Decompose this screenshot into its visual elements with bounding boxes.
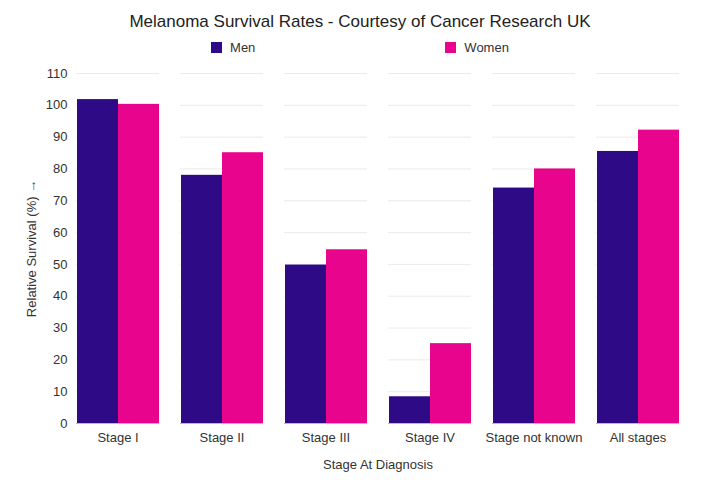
html-text:Melanoma Survival Rates - Cour: Melanoma Survival Rates - Courtesy of Ca… bbox=[129, 12, 591, 31]
svg-text:30: 30 bbox=[53, 320, 67, 335]
svg-text:Stage I: Stage I bbox=[97, 430, 138, 445]
svg-text:10: 10 bbox=[53, 384, 67, 399]
svg-text:90: 90 bbox=[53, 129, 67, 144]
svg-text:Stage At Diagnosis: Stage At Diagnosis bbox=[323, 457, 433, 472]
svg-text:Stage IV: Stage IV bbox=[405, 430, 455, 445]
svg-text:110: 110 bbox=[47, 66, 68, 81]
svg-text:0: 0 bbox=[60, 416, 67, 431]
html-text:Women: Women bbox=[464, 39, 509, 55]
svg-text:Relative Survival (%) →: Relative Survival (%) → bbox=[24, 180, 39, 317]
svg-text:Stage not known: Stage not known bbox=[486, 430, 583, 445]
svg-text:70: 70 bbox=[53, 193, 67, 208]
svg-text:40: 40 bbox=[53, 288, 67, 303]
svg-text:Stage III: Stage III bbox=[302, 430, 350, 445]
svg-text:100: 100 bbox=[46, 97, 68, 112]
svg-text:60: 60 bbox=[53, 225, 67, 240]
svg-text:50: 50 bbox=[53, 257, 67, 272]
svg-text:All stages: All stages bbox=[610, 430, 667, 445]
svg-text:Stage II: Stage II bbox=[200, 430, 245, 445]
svg-text:80: 80 bbox=[53, 161, 67, 176]
svg-text:20: 20 bbox=[53, 352, 67, 367]
html-text:Men: Men bbox=[230, 39, 256, 55]
